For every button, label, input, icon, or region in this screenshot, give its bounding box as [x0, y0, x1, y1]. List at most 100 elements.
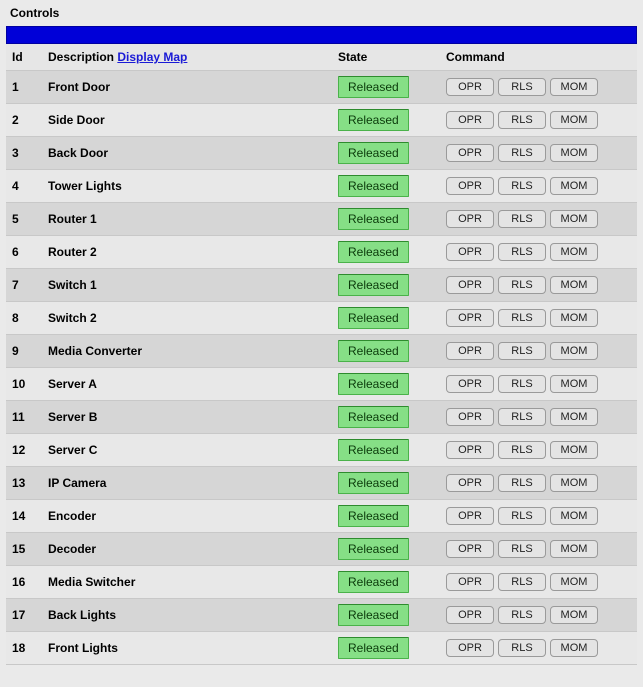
- opr-button[interactable]: OPR: [446, 111, 494, 129]
- rls-button[interactable]: RLS: [498, 144, 546, 162]
- mom-button[interactable]: MOM: [550, 111, 598, 129]
- row-state-cell: Released: [332, 467, 440, 500]
- rls-button[interactable]: RLS: [498, 309, 546, 327]
- col-command: Command: [440, 44, 637, 71]
- row-description: Router 2: [42, 236, 332, 269]
- state-badge: Released: [338, 472, 409, 494]
- state-badge: Released: [338, 538, 409, 560]
- mom-button[interactable]: MOM: [550, 276, 598, 294]
- row-command-cell: OPRRLSMOM: [440, 599, 637, 632]
- mom-button[interactable]: MOM: [550, 573, 598, 591]
- rls-button[interactable]: RLS: [498, 375, 546, 393]
- rls-button[interactable]: RLS: [498, 639, 546, 657]
- row-command-cell: OPRRLSMOM: [440, 500, 637, 533]
- mom-button[interactable]: MOM: [550, 144, 598, 162]
- row-state-cell: Released: [332, 302, 440, 335]
- rls-button[interactable]: RLS: [498, 606, 546, 624]
- rls-button[interactable]: RLS: [498, 474, 546, 492]
- table-row: 7Switch 1ReleasedOPRRLSMOM: [6, 269, 637, 302]
- row-description: Decoder: [42, 533, 332, 566]
- opr-button[interactable]: OPR: [446, 408, 494, 426]
- mom-button[interactable]: MOM: [550, 342, 598, 360]
- opr-button[interactable]: OPR: [446, 540, 494, 558]
- rls-button[interactable]: RLS: [498, 177, 546, 195]
- opr-button[interactable]: OPR: [446, 441, 494, 459]
- mom-button[interactable]: MOM: [550, 606, 598, 624]
- opr-button[interactable]: OPR: [446, 177, 494, 195]
- rls-button[interactable]: RLS: [498, 408, 546, 426]
- rls-button[interactable]: RLS: [498, 342, 546, 360]
- table-row: 12Server CReleasedOPRRLSMOM: [6, 434, 637, 467]
- state-badge: Released: [338, 175, 409, 197]
- rls-button[interactable]: RLS: [498, 441, 546, 459]
- row-id: 15: [6, 533, 42, 566]
- opr-button[interactable]: OPR: [446, 144, 494, 162]
- state-badge: Released: [338, 109, 409, 131]
- state-badge: Released: [338, 373, 409, 395]
- mom-button[interactable]: MOM: [550, 78, 598, 96]
- mom-button[interactable]: MOM: [550, 540, 598, 558]
- opr-button[interactable]: OPR: [446, 375, 494, 393]
- row-command-cell: OPRRLSMOM: [440, 236, 637, 269]
- row-description: IP Camera: [42, 467, 332, 500]
- row-command-cell: OPRRLSMOM: [440, 335, 637, 368]
- rls-button[interactable]: RLS: [498, 276, 546, 294]
- mom-button[interactable]: MOM: [550, 243, 598, 261]
- state-badge: Released: [338, 406, 409, 428]
- mom-button[interactable]: MOM: [550, 408, 598, 426]
- rls-button[interactable]: RLS: [498, 111, 546, 129]
- rls-button[interactable]: RLS: [498, 78, 546, 96]
- rls-button[interactable]: RLS: [498, 210, 546, 228]
- table-row: 2Side DoorReleasedOPRRLSMOM: [6, 104, 637, 137]
- opr-button[interactable]: OPR: [446, 474, 494, 492]
- row-state-cell: Released: [332, 269, 440, 302]
- row-command-cell: OPRRLSMOM: [440, 71, 637, 104]
- mom-button[interactable]: MOM: [550, 441, 598, 459]
- opr-button[interactable]: OPR: [446, 639, 494, 657]
- rls-button[interactable]: RLS: [498, 243, 546, 261]
- mom-button[interactable]: MOM: [550, 309, 598, 327]
- row-command-cell: OPRRLSMOM: [440, 269, 637, 302]
- rls-button[interactable]: RLS: [498, 507, 546, 525]
- row-id: 16: [6, 566, 42, 599]
- state-badge: Released: [338, 340, 409, 362]
- mom-button[interactable]: MOM: [550, 177, 598, 195]
- mom-button[interactable]: MOM: [550, 639, 598, 657]
- opr-button[interactable]: OPR: [446, 606, 494, 624]
- opr-button[interactable]: OPR: [446, 573, 494, 591]
- row-id: 9: [6, 335, 42, 368]
- opr-button[interactable]: OPR: [446, 309, 494, 327]
- mom-button[interactable]: MOM: [550, 375, 598, 393]
- opr-button[interactable]: OPR: [446, 342, 494, 360]
- state-badge: Released: [338, 241, 409, 263]
- opr-button[interactable]: OPR: [446, 78, 494, 96]
- col-state: State: [332, 44, 440, 71]
- table-row: 14EncoderReleasedOPRRLSMOM: [6, 500, 637, 533]
- mom-button[interactable]: MOM: [550, 474, 598, 492]
- row-id: 1: [6, 71, 42, 104]
- opr-button[interactable]: OPR: [446, 276, 494, 294]
- row-id: 11: [6, 401, 42, 434]
- row-id: 5: [6, 203, 42, 236]
- row-id: 7: [6, 269, 42, 302]
- row-description: Tower Lights: [42, 170, 332, 203]
- row-state-cell: Released: [332, 632, 440, 665]
- row-command-cell: OPRRLSMOM: [440, 302, 637, 335]
- row-state-cell: Released: [332, 137, 440, 170]
- opr-button[interactable]: OPR: [446, 210, 494, 228]
- row-command-cell: OPRRLSMOM: [440, 434, 637, 467]
- mom-button[interactable]: MOM: [550, 210, 598, 228]
- rls-button[interactable]: RLS: [498, 540, 546, 558]
- state-badge: Released: [338, 208, 409, 230]
- opr-button[interactable]: OPR: [446, 243, 494, 261]
- mom-button[interactable]: MOM: [550, 507, 598, 525]
- row-command-cell: OPRRLSMOM: [440, 566, 637, 599]
- row-command-cell: OPRRLSMOM: [440, 368, 637, 401]
- row-command-cell: OPRRLSMOM: [440, 104, 637, 137]
- state-badge: Released: [338, 571, 409, 593]
- row-id: 17: [6, 599, 42, 632]
- opr-button[interactable]: OPR: [446, 507, 494, 525]
- rls-button[interactable]: RLS: [498, 573, 546, 591]
- row-id: 8: [6, 302, 42, 335]
- display-map-link[interactable]: Display Map: [117, 50, 187, 64]
